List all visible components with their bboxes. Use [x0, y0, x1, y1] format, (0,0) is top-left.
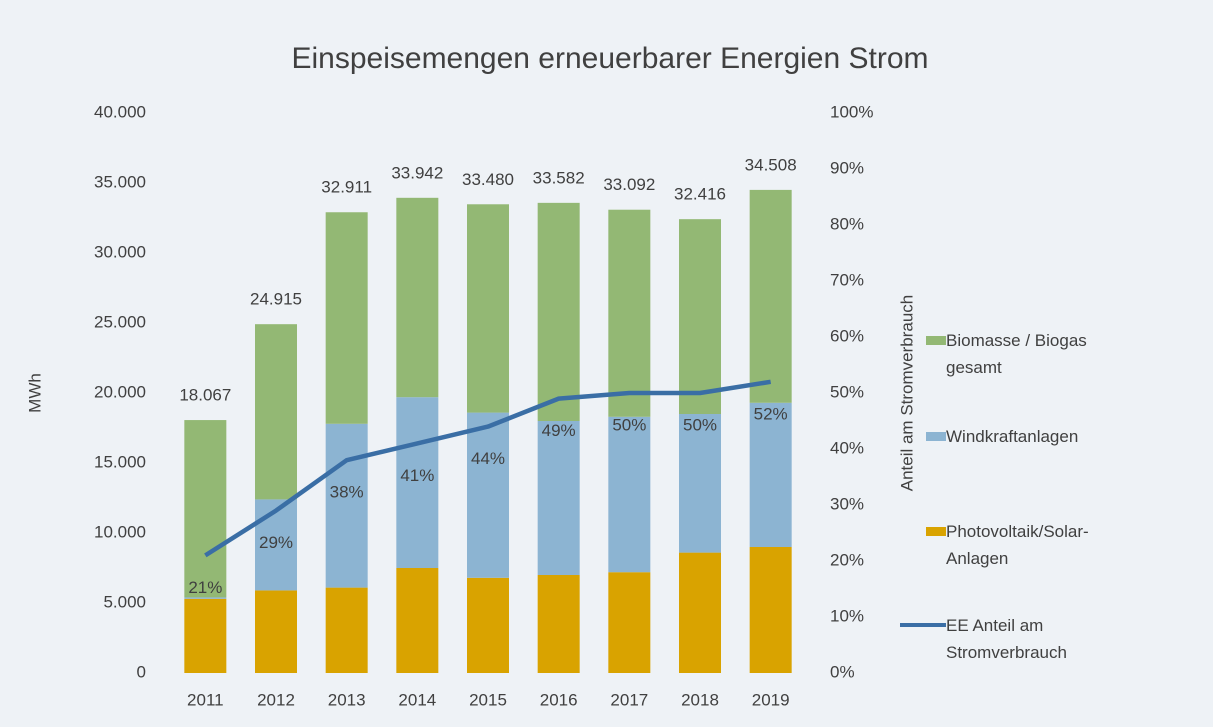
y-tick-label: 0: [137, 662, 146, 681]
total-label: 33.480: [462, 170, 514, 189]
total-label: 34.508: [745, 155, 797, 174]
bar-segment: [608, 209, 651, 417]
legend-swatch: [926, 527, 946, 536]
bar-segment: [537, 575, 580, 673]
bar-segment: [325, 587, 368, 673]
x-tick-label: 2014: [398, 690, 436, 709]
total-label: 32.911: [321, 178, 372, 197]
legend-label: EE Anteil am Stromverbrauch: [946, 616, 1067, 662]
total-label: 32.416: [674, 185, 726, 204]
x-tick-label: 2015: [469, 690, 507, 709]
bar-segment: [679, 552, 721, 673]
bar-segment: [396, 568, 439, 673]
bar-segment: [537, 421, 580, 575]
total-label: 33.092: [603, 175, 655, 194]
data-label: 44%: [471, 449, 505, 468]
y2-tick-label: 20%: [830, 550, 864, 569]
line: [204, 379, 772, 558]
bar-segment: [679, 219, 721, 414]
bar-segment: [679, 414, 721, 553]
bar-segment: [467, 577, 509, 673]
legend-swatch: [900, 623, 946, 627]
y2-tick-label: 10%: [830, 606, 864, 625]
bar-segment: [396, 197, 439, 398]
data-label: 49%: [542, 421, 576, 440]
data-label: 52%: [754, 404, 788, 423]
legend-label: Windkraftanlagen: [946, 427, 1079, 446]
total-label: 33.582: [533, 168, 585, 187]
bar-segment: [749, 189, 792, 403]
bar-segment: [184, 598, 227, 673]
x-tick-label: 2013: [328, 690, 366, 709]
bar-segment: [608, 416, 651, 573]
y-axis-label: MWh: [25, 373, 44, 413]
x-tick-label: 2012: [257, 690, 295, 709]
bar-segment: [184, 420, 227, 598]
bar-segment: [255, 499, 297, 591]
total-label: 24.915: [250, 290, 302, 309]
chart-title: Einspeisemengen erneuerbarer Energien St…: [291, 42, 928, 75]
data-label: 21%: [188, 578, 222, 597]
y-tick-label: 15.000: [94, 452, 146, 471]
y2-tick-label: 80%: [830, 214, 864, 233]
total-label: 33.942: [391, 163, 443, 182]
bar-segment: [608, 572, 651, 673]
x-tick-label: 2016: [540, 690, 578, 709]
data-label: 50%: [683, 415, 717, 434]
y2-tick-label: 100%: [830, 102, 873, 121]
x-tick-label: 2011: [187, 690, 224, 709]
bar-segment: [184, 597, 227, 599]
total-label: 18.067: [179, 386, 231, 405]
x-tick-label: 2019: [752, 690, 790, 709]
bar-segment: [255, 324, 297, 500]
data-label: 38%: [330, 483, 364, 502]
bar-segment: [467, 412, 509, 578]
bar-segment: [749, 402, 792, 547]
data-label: 41%: [400, 466, 434, 485]
legend-item: Photovoltaik/Solar-Anlagen: [926, 518, 1146, 572]
legend-item: Biomasse / Biogas gesamt: [926, 327, 1146, 381]
y2-tick-label: 60%: [830, 326, 864, 345]
bar-segment: [749, 547, 792, 673]
y2-tick-label: 90%: [830, 158, 864, 177]
y2-tick-label: 70%: [830, 270, 864, 289]
bar-segment: [467, 204, 509, 413]
legend-label: Biomasse / Biogas gesamt: [946, 331, 1087, 377]
y2-tick-label: 40%: [830, 438, 864, 457]
bar-segment: [325, 212, 368, 424]
legend-label: Photovoltaik/Solar-Anlagen: [946, 522, 1089, 568]
y2-axis-label: Anteil am Stromverbrauch: [897, 295, 916, 492]
y-tick-label: 5.000: [103, 592, 146, 611]
y2-tick-label: 0%: [830, 662, 855, 681]
y-tick-label: 35.000: [94, 172, 146, 191]
y2-tick-label: 30%: [830, 494, 864, 513]
y-tick-label: 40.000: [94, 102, 146, 121]
data-label: 50%: [612, 415, 646, 434]
bar-segment: [396, 397, 439, 568]
legend-item: EE Anteil am Stromverbrauch: [900, 612, 1146, 666]
legend-swatch: [926, 336, 946, 345]
bar-segment: [255, 590, 297, 673]
legend-item: Windkraftanlagen: [926, 423, 1146, 450]
x-tick-label: 2017: [610, 690, 648, 709]
y-tick-label: 10.000: [94, 522, 146, 541]
y2-tick-label: 50%: [830, 382, 864, 401]
y-tick-label: 30.000: [94, 242, 146, 261]
y-tick-label: 25.000: [94, 312, 146, 331]
y-tick-label: 20.000: [94, 382, 146, 401]
bar-segment: [537, 202, 580, 421]
bar-segment: [325, 423, 368, 588]
data-label: 29%: [259, 533, 293, 552]
x-tick-label: 2018: [681, 690, 719, 709]
legend-swatch: [926, 432, 946, 441]
